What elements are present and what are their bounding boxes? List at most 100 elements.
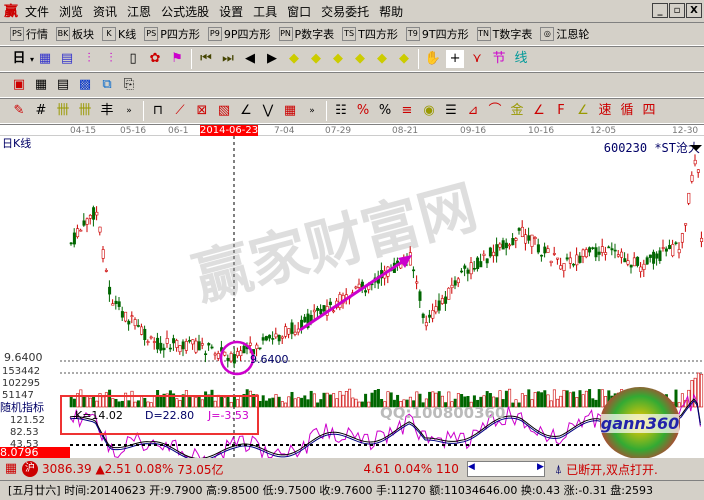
box-icon[interactable]: ⊓ [152,103,164,118]
export-icon[interactable]: ⎘ [123,77,135,92]
toolbar-button[interactable]: TS T四方形 [342,26,398,42]
period-select[interactable]: 日 [12,51,26,66]
toolbar-button[interactable]: K K线 [102,26,136,42]
minimize-button[interactable]: _ [652,3,668,18]
line-tool-icon[interactable]: ⋎ [472,51,482,66]
gold-lines-icon[interactable]: ☰ [445,103,457,118]
candle-body [357,283,361,288]
grid-icon[interactable]: # [35,103,47,118]
left-icon[interactable]: ◀ [245,51,256,66]
gann-fan-icon[interactable]: 卌 [56,103,70,118]
menu-item[interactable]: 帮助 [379,4,404,19]
chart-icon[interactable]: ▦ [38,51,52,66]
more-icon[interactable]: » [126,106,132,116]
angle2-icon[interactable]: ∠ [533,103,545,118]
candle9-icon[interactable]: ⫶ [109,51,113,66]
volume-bar [258,400,262,408]
line-icon[interactable]: 线 [514,51,528,66]
zoom-left-icon[interactable]: ◆ [289,51,300,66]
gold2-icon[interactable]: 金 [510,103,524,118]
gann-fan3-icon[interactable]: 丰 [100,103,114,118]
toolbar-button[interactable]: PS P四方形 [144,26,200,42]
cycle-icon[interactable]: 循 [620,103,634,118]
connection-status[interactable]: 已断开,双点打开. [566,462,658,477]
restore-button[interactable]: ▫ [669,3,685,18]
more2-icon[interactable]: » [309,106,315,116]
zoom-fit-icon[interactable]: ◆ [377,51,388,66]
angle3-icon[interactable]: ∠ [577,103,589,118]
angle-icon[interactable]: ∠ [240,103,252,118]
right-icon[interactable]: ▶ [267,51,278,66]
section-icon[interactable]: 节 [492,51,506,66]
volume-bar [434,392,438,408]
gann-fan2-icon[interactable]: 卌 [78,103,92,118]
doc-icon[interactable]: ▤ [60,51,74,66]
pen-icon[interactable]: ✎ [13,103,25,118]
calendar-icon[interactable]: ▣ [12,77,26,92]
toolbar-button[interactable]: PN P数字表 [278,26,334,42]
diag-icon[interactable]: ▧ [217,103,231,118]
wave-icon[interactable]: ⋁ [262,103,274,118]
candle-body [85,218,89,225]
menu-item[interactable]: 文件 [25,4,50,19]
scroll-right-icon[interactable]: ▶ [537,462,544,472]
first-icon[interactable]: ⏮ [200,51,212,66]
crosshair-icon[interactable]: + [446,50,465,68]
speed2-icon[interactable]: 速 [598,103,612,118]
volume-bar [431,391,435,408]
speed-icon[interactable]: ⊿ [467,103,479,118]
square-icon[interactable]: ⊠ [196,103,208,118]
arc-icon[interactable]: ⌒ [488,103,502,118]
table-icon[interactable]: ☷ [335,103,347,118]
menu-item[interactable]: 交易委托 [321,4,370,19]
toolbar-button[interactable]: TN T数字表 [476,26,532,42]
quote-table-icon[interactable]: ▦ [4,461,18,476]
zoom-out-icon[interactable]: ◆ [355,51,366,66]
menu-item[interactable]: 浏览 [59,4,84,19]
kline-chart[interactable]: 04-15 05-16 06-1 2014-06-23 7-04 07-29 08-21 09… [0,124,704,459]
candle-type-icon[interactable]: ▯ [129,51,137,66]
notes-icon[interactable]: ▤ [56,77,70,92]
menu-item[interactable]: 公式选股 [161,4,210,19]
period-dropdown-icon[interactable]: ▾ [30,54,35,64]
matrix-icon[interactable]: ▦ [283,103,297,118]
scroll-left-icon[interactable]: ◀ [467,462,475,472]
flag-icon[interactable]: ⚑ [171,51,183,66]
toolbar-button[interactable]: PS 行情 [10,26,48,42]
menu-item[interactable]: 资讯 [93,4,118,19]
volume-bar [200,399,204,408]
volume-bar [511,402,515,408]
fibo-icon[interactable]: F [557,103,565,118]
calculator-icon[interactable]: ▦ [34,77,48,92]
toolbar-button[interactable]: T9 9T四方形 [405,26,469,42]
toolbar-button[interactable]: ◎ 江恩轮 [540,26,589,42]
network-icon[interactable]: ⧉ [102,77,112,92]
candle-body [623,258,627,263]
menu-item[interactable]: 江恩 [127,4,152,19]
four-icon[interactable]: 四 [642,103,656,118]
hand-icon[interactable]: ✋ [424,51,442,66]
menu-item[interactable]: 设置 [219,4,244,19]
toolbar-button[interactable]: P9 9P四方形 [207,26,271,42]
price-low-label: 9.6400 [4,351,43,364]
close-button[interactable]: X [686,3,702,18]
scroll-bar[interactable]: ◀ ▶ [466,461,545,477]
percent-lines-icon[interactable]: ≡ [401,103,413,118]
menu-item[interactable]: 窗口 [287,4,312,19]
indicator-icon[interactable]: ✿ [149,51,161,66]
save-icon[interactable]: ▩ [78,77,92,92]
fan-icon[interactable]: ⟋ [175,103,185,118]
zoom-in-icon[interactable]: ◆ [333,51,344,66]
menu-item[interactable]: 工具 [253,4,278,19]
candle3-icon[interactable]: ⫶ [87,51,91,66]
zoom-vert-icon[interactable]: ◆ [399,51,410,66]
candle-body [620,251,624,258]
toolbar-button[interactable]: BK 板块 [56,26,94,42]
percent-icon[interactable]: % [378,103,392,118]
gold-icon[interactable]: ◉ [423,103,435,118]
percent-slash-icon[interactable]: % [356,103,370,118]
last-icon[interactable]: ⏭ [222,51,234,66]
zoom-right-icon[interactable]: ◆ [311,51,322,66]
candle-body [447,287,451,300]
volume-bar [565,390,569,408]
